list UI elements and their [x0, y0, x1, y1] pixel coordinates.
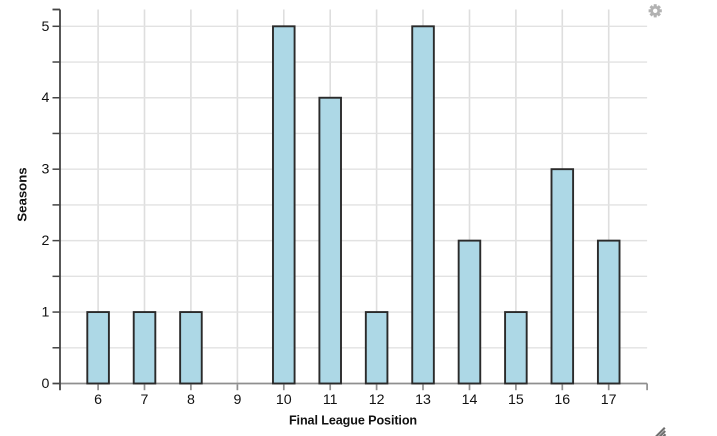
svg-text:12: 12 [369, 392, 385, 408]
svg-text:3: 3 [42, 162, 50, 178]
svg-text:0: 0 [42, 376, 50, 392]
svg-text:11: 11 [323, 392, 338, 408]
svg-text:13: 13 [415, 392, 431, 408]
svg-text:10: 10 [276, 392, 292, 408]
svg-text:4: 4 [42, 90, 50, 106]
svg-text:1: 1 [42, 305, 50, 321]
svg-text:16: 16 [554, 392, 570, 408]
svg-text:Seasons: Seasons [14, 167, 29, 221]
svg-text:6: 6 [94, 392, 102, 408]
svg-text:5: 5 [42, 19, 50, 35]
svg-text:7: 7 [141, 392, 149, 408]
svg-text:9: 9 [233, 392, 241, 408]
svg-text:17: 17 [601, 392, 617, 408]
svg-text:8: 8 [187, 392, 195, 408]
svg-text:Final League Position: Final League Position [289, 413, 417, 427]
svg-text:2: 2 [42, 233, 50, 249]
svg-text:14: 14 [462, 392, 478, 408]
svg-text:15: 15 [508, 392, 524, 408]
